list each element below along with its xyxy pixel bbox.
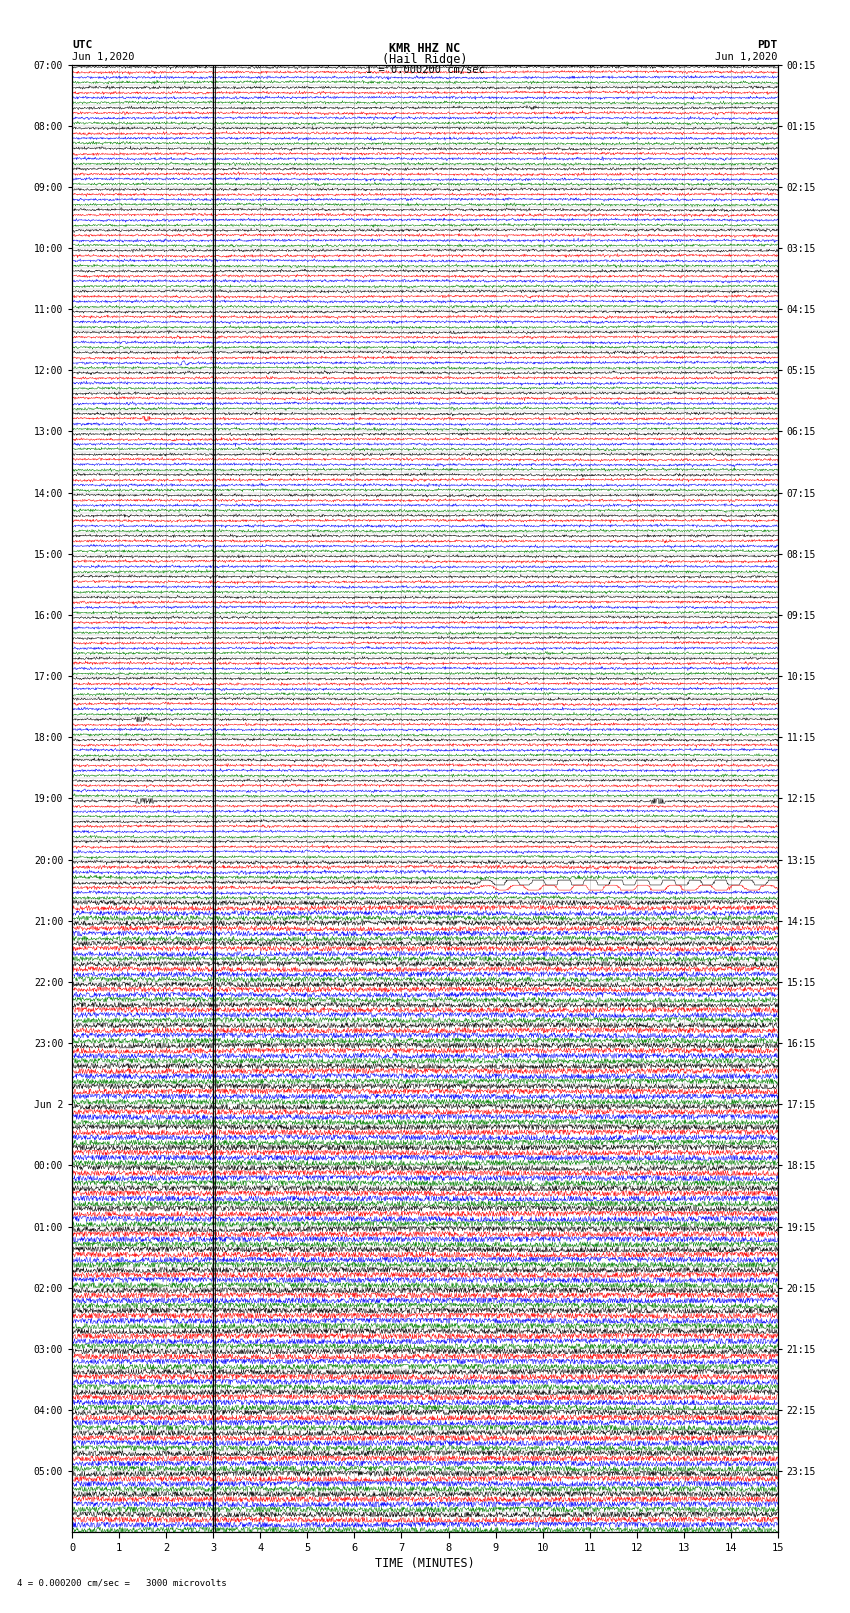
Text: 4 = 0.000200 cm/sec =   3000 microvolts: 4 = 0.000200 cm/sec = 3000 microvolts	[17, 1578, 227, 1587]
Text: KMR HHZ NC: KMR HHZ NC	[389, 42, 461, 55]
Text: PDT: PDT	[757, 40, 778, 50]
X-axis label: TIME (MINUTES): TIME (MINUTES)	[375, 1557, 475, 1569]
Text: (Hail Ridge): (Hail Ridge)	[382, 53, 468, 66]
Text: Jun 1,2020: Jun 1,2020	[715, 52, 778, 61]
Text: UTC: UTC	[72, 40, 93, 50]
Text: I = 0.000200 cm/sec: I = 0.000200 cm/sec	[366, 65, 484, 74]
Text: Jun 1,2020: Jun 1,2020	[72, 52, 135, 61]
